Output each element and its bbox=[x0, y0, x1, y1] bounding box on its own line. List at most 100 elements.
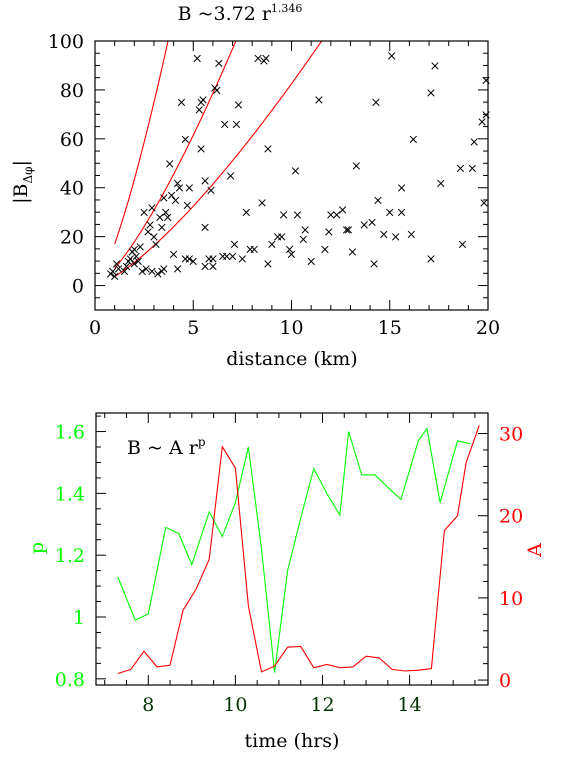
data-point: × bbox=[257, 196, 268, 211]
data-point: × bbox=[198, 93, 209, 108]
data-point: × bbox=[373, 193, 384, 208]
data-point: × bbox=[378, 228, 389, 243]
fit-curve-3 bbox=[114, 40, 169, 245]
series-A-line bbox=[117, 425, 480, 675]
data-point: × bbox=[286, 247, 297, 262]
data-point: × bbox=[207, 252, 218, 267]
data-point: × bbox=[467, 162, 478, 177]
data-point: × bbox=[188, 255, 199, 270]
data-point: × bbox=[314, 93, 325, 108]
data-point: × bbox=[221, 250, 232, 265]
data-point: × bbox=[147, 201, 158, 216]
data-point: × bbox=[225, 169, 236, 184]
fit-curve-1 bbox=[114, 40, 323, 277]
x-tick-label: 15 bbox=[378, 317, 402, 339]
scatter-ticks: 0 5 10 15 20 0 20 40 60 80 100 bbox=[48, 31, 500, 339]
data-point: × bbox=[207, 259, 218, 274]
data-point: × bbox=[127, 245, 138, 260]
data-point: × bbox=[152, 267, 163, 282]
data-point: × bbox=[107, 264, 118, 279]
time-tick-label: 12 bbox=[310, 694, 334, 716]
data-point: × bbox=[200, 174, 211, 189]
data-point: × bbox=[172, 262, 183, 277]
data-point: × bbox=[457, 237, 468, 252]
data-point: × bbox=[341, 223, 352, 238]
data-point: × bbox=[331, 208, 342, 223]
data-point: × bbox=[351, 159, 362, 174]
data-point: × bbox=[233, 98, 244, 113]
data-point: × bbox=[119, 264, 130, 279]
scatter-title-main: B ~3.72 r bbox=[178, 3, 272, 25]
fit-curve-2 bbox=[114, 40, 237, 269]
line-annotation-exponent: p bbox=[198, 435, 206, 449]
data-point: × bbox=[176, 96, 187, 111]
scatter-y-axis-label-close: | bbox=[10, 160, 32, 166]
data-point: × bbox=[359, 218, 370, 233]
data-point: × bbox=[323, 225, 334, 240]
data-point: × bbox=[147, 264, 158, 279]
data-point: × bbox=[396, 181, 407, 196]
scatter-y-axis-label-subscript: Δφ bbox=[21, 166, 35, 183]
p-tick-label: 1.2 bbox=[55, 545, 85, 567]
data-point: × bbox=[184, 252, 195, 267]
data-point: × bbox=[111, 257, 122, 272]
data-point: × bbox=[337, 203, 348, 218]
line-ticks: 8 10 12 14 0.8 1 1.2 1.4 1.6 0 10 20 30 bbox=[55, 413, 523, 716]
scatter-title-exponent: 1.346 bbox=[271, 2, 303, 15]
data-point: × bbox=[262, 257, 273, 272]
data-point: × bbox=[278, 208, 289, 223]
y-tick-label: 100 bbox=[48, 31, 84, 53]
x-tick-label: 5 bbox=[187, 317, 199, 339]
data-point: × bbox=[131, 250, 142, 265]
data-point: × bbox=[170, 193, 181, 208]
scatter-curves bbox=[114, 40, 323, 277]
scatter-panel: B ~3.72 r1.346 ×××××××××××××××××××××××××… bbox=[10, 2, 500, 370]
series-p-line bbox=[117, 427, 471, 673]
data-point: × bbox=[259, 54, 270, 69]
y-tick-label: 20 bbox=[60, 227, 84, 249]
data-point: × bbox=[209, 81, 220, 96]
x-tick-label: 0 bbox=[89, 317, 101, 339]
scatter-y-axis-label-main: |B bbox=[10, 184, 32, 204]
scatter-title: B ~3.72 r1.346 bbox=[178, 2, 303, 25]
data-point: × bbox=[148, 230, 159, 245]
y-tick-label: 0 bbox=[72, 276, 84, 298]
data-point: × bbox=[150, 237, 161, 252]
data-point: × bbox=[481, 74, 492, 89]
data-point: × bbox=[266, 237, 277, 252]
data-point: × bbox=[205, 184, 216, 199]
data-point: × bbox=[192, 52, 203, 67]
time-tick-label: 8 bbox=[142, 694, 154, 716]
data-point: × bbox=[109, 269, 120, 284]
line-left-axis-label: p bbox=[26, 542, 48, 554]
data-point: × bbox=[164, 157, 175, 172]
data-point: × bbox=[158, 262, 169, 277]
data-point: × bbox=[371, 96, 382, 111]
data-point: × bbox=[384, 206, 395, 221]
y-tick-label: 80 bbox=[60, 80, 84, 102]
data-point: × bbox=[200, 220, 211, 235]
y-tick-label: 40 bbox=[60, 178, 84, 200]
data-point: × bbox=[367, 215, 378, 230]
data-point: × bbox=[217, 250, 228, 265]
data-point: × bbox=[227, 250, 238, 265]
data-point: × bbox=[141, 262, 152, 277]
data-point: × bbox=[408, 132, 419, 147]
data-point: × bbox=[196, 142, 207, 157]
data-point: × bbox=[143, 225, 154, 240]
data-point: × bbox=[343, 223, 354, 238]
data-point: × bbox=[219, 118, 230, 133]
data-point: × bbox=[386, 49, 397, 64]
data-point: × bbox=[241, 206, 252, 221]
data-point: × bbox=[276, 230, 287, 245]
scatter-x-axis-label: distance (km) bbox=[226, 348, 357, 370]
y-tick-label: 60 bbox=[60, 129, 84, 151]
data-point: × bbox=[284, 242, 295, 257]
data-point: × bbox=[180, 252, 191, 267]
p-tick-label: 1 bbox=[73, 607, 85, 629]
p-tick-label: 1.4 bbox=[55, 483, 85, 505]
data-point: × bbox=[477, 115, 488, 130]
data-point: × bbox=[319, 242, 330, 257]
